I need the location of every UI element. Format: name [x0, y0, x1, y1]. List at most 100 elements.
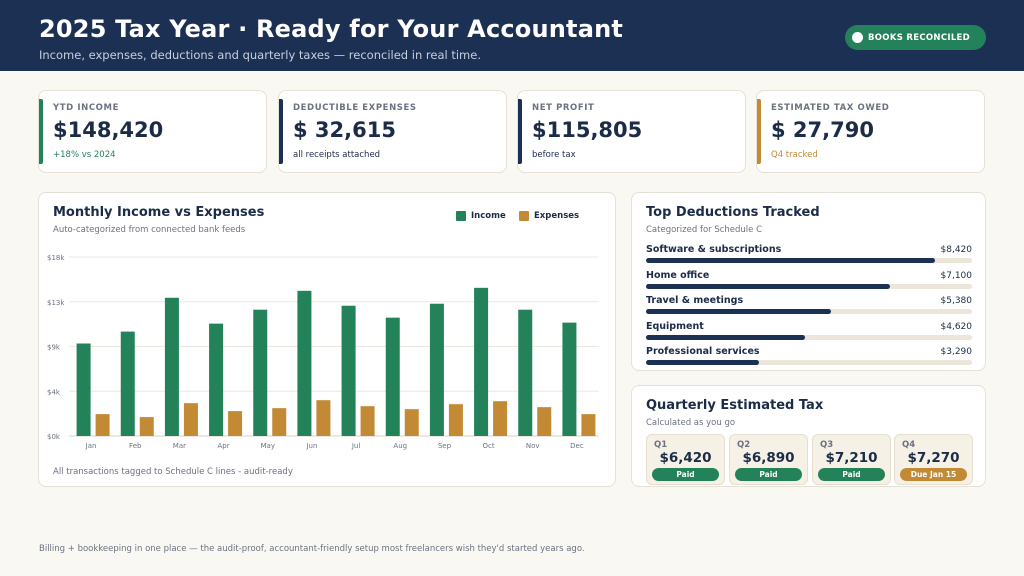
deduction-bar-track	[646, 335, 972, 340]
deduction-bar-fill	[646, 335, 805, 340]
deductions-subtitle: Categorized for Schedule C	[646, 225, 763, 235]
expenses-bar	[183, 403, 198, 436]
income-bar	[120, 331, 135, 436]
kpi-value: $ 32,615	[293, 118, 396, 142]
deduction-label: Software & subscriptions	[646, 244, 782, 255]
quarter-amount: $6,420	[659, 450, 712, 466]
legend-label: Income	[471, 211, 506, 221]
income-bar	[474, 287, 489, 436]
page-footer: Billing + bookkeeping in one place — the…	[39, 544, 585, 554]
income-bar	[429, 303, 444, 436]
legend-label: Expenses	[534, 211, 580, 221]
kpi-accent-bar	[39, 99, 43, 164]
deduction-bar-fill	[646, 284, 890, 289]
quarterly-subtitle: Calculated as you go	[646, 418, 736, 428]
x-tick-label: Dec	[570, 442, 584, 450]
expenses-bar	[537, 407, 552, 436]
expenses-bar	[448, 404, 463, 436]
kpi-accent-bar	[518, 99, 522, 164]
quarter-card-q3: Q3 $7,210 Paid	[812, 434, 891, 485]
deduction-bar-fill	[646, 309, 831, 314]
deduction-bar-track	[646, 284, 972, 289]
deduction-label: Equipment	[646, 321, 704, 332]
quarterly-tax-card: Quarterly Estimated Tax Calculated as yo…	[631, 385, 986, 487]
x-tick-label: May	[261, 442, 275, 450]
y-tick-label: $9k	[47, 344, 61, 352]
kpi-label: ESTIMATED TAX OWED	[771, 103, 890, 113]
income-bar	[253, 309, 268, 436]
chart-title: Monthly Income vs Expenses	[53, 205, 265, 220]
quarter-label: Q1	[654, 440, 668, 450]
y-tick-label: $4k	[47, 388, 61, 396]
quarter-label: Q2	[737, 440, 751, 450]
income-bar	[297, 290, 312, 436]
x-tick-label: Apr	[218, 442, 230, 450]
expenses-bar	[581, 414, 596, 436]
x-tick-label: Mar	[173, 442, 186, 450]
x-tick-label: Aug	[393, 442, 407, 450]
deduction-label: Home office	[646, 270, 710, 281]
deduction-bar-track	[646, 360, 972, 365]
x-tick-label: Nov	[526, 442, 540, 450]
kpi-card-net-profit: NET PROFIT $115,805 before tax	[517, 90, 746, 173]
quarterly-title: Quarterly Estimated Tax	[646, 398, 824, 413]
status-badge-label: BOOKS RECONCILED	[868, 32, 971, 43]
expenses-bar	[272, 408, 287, 436]
deduction-row: Home office $7,100	[646, 270, 972, 294]
income-bar	[385, 317, 400, 436]
kpi-accent-bar	[279, 99, 283, 164]
income-bar	[518, 309, 533, 436]
quarter-card-q1: Q1 $6,420 Paid	[646, 434, 725, 485]
deduction-row: Equipment $4,620	[646, 321, 972, 345]
deduction-bar-fill	[646, 360, 759, 365]
deduction-label: Professional services	[646, 346, 760, 357]
deduction-bar-track	[646, 309, 972, 314]
x-tick-label: Feb	[129, 442, 142, 450]
deduction-amount: $8,420	[940, 245, 973, 255]
deduction-row: Professional services $3,290	[646, 346, 972, 370]
quarter-status-badge: Paid	[818, 468, 885, 481]
deduction-amount: $4,620	[940, 322, 973, 332]
expenses-bar	[404, 409, 419, 436]
quarter-status-badge: Due Jan 15	[900, 468, 967, 481]
page-header: 2025 Tax Year · Ready for Your Accountan…	[0, 0, 1024, 71]
kpi-card-deductible-expenses: DEDUCTIBLE EXPENSES $ 32,615 all receipt…	[278, 90, 507, 173]
kpi-value: $148,420	[53, 118, 164, 142]
chart-subtitle: Auto-categorized from connected bank fee…	[53, 225, 246, 235]
kpi-value: $115,805	[532, 118, 643, 142]
x-tick-label: Jun	[305, 442, 317, 450]
legend-swatch	[456, 211, 466, 221]
kpi-note: all receipts attached	[293, 150, 381, 160]
expenses-bar	[139, 417, 154, 436]
income-bar	[341, 305, 356, 436]
expenses-bar	[316, 400, 331, 436]
chart-footnote: All transactions tagged to Schedule C li…	[53, 467, 293, 477]
income-bar	[209, 323, 224, 436]
quarter-status-badge: Paid	[735, 468, 802, 481]
x-tick-label: Sep	[438, 442, 452, 450]
expenses-bar	[493, 401, 508, 436]
legend-item-expenses: Expenses	[519, 211, 579, 221]
deduction-bar-fill	[646, 258, 935, 263]
quarter-amount: $6,890	[742, 450, 795, 466]
legend-item-income: Income	[456, 211, 506, 221]
income-bar	[76, 343, 91, 436]
deduction-amount: $3,290	[940, 347, 973, 357]
deduction-label: Travel & meetings	[646, 295, 744, 306]
kpi-card-estimated-tax: ESTIMATED TAX OWED $ 27,790 Q4 tracked	[756, 90, 985, 173]
kpi-value: $ 27,790	[771, 118, 874, 142]
expenses-bar	[95, 414, 110, 436]
monthly-income-expenses-chart: $0k $4k $9k $13k $18k Jan Feb Mar Apr May Jun Jul Au…	[47, 254, 599, 450]
quarter-amount: $7,270	[907, 450, 960, 466]
deductions-title: Top Deductions Tracked	[646, 205, 820, 220]
deduction-row: Travel & meetings $5,380	[646, 295, 972, 319]
expenses-bar	[228, 411, 243, 436]
x-tick-label: Jan	[85, 442, 97, 450]
x-tick-label: Jul	[351, 442, 361, 450]
deduction-bar-track	[646, 258, 972, 263]
kpi-label: YTD INCOME	[53, 103, 119, 113]
kpi-card-ytd-income: YTD INCOME $148,420 +18% vs 2024	[38, 90, 267, 173]
x-tick-label: Oct	[483, 442, 495, 450]
kpi-note: +18% vs 2024	[53, 150, 116, 160]
kpi-label: DEDUCTIBLE EXPENSES	[293, 103, 417, 113]
